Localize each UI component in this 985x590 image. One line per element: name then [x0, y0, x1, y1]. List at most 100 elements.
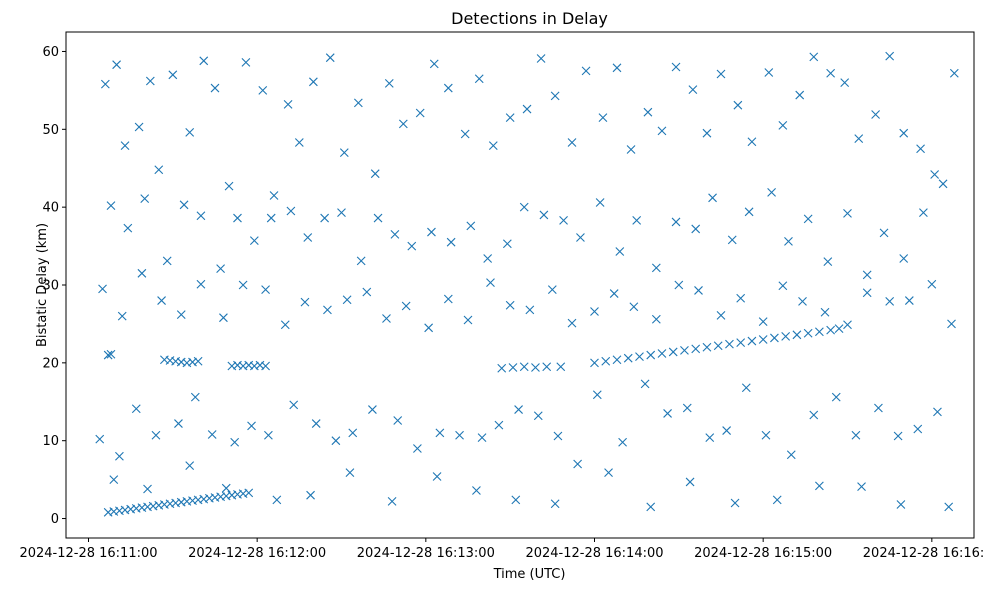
data-point	[747, 336, 757, 346]
data-point	[154, 165, 164, 175]
data-point	[289, 400, 299, 410]
data-point	[559, 215, 568, 225]
data-point	[435, 428, 445, 438]
data-point	[949, 68, 959, 78]
data-point	[930, 170, 940, 179]
data-point	[764, 68, 774, 77]
data-point	[308, 77, 318, 87]
data-point	[196, 211, 206, 221]
data-point	[814, 327, 824, 337]
data-point	[598, 113, 608, 123]
data-point	[615, 247, 625, 256]
data-point	[727, 235, 737, 245]
data-point	[862, 270, 872, 280]
data-point	[193, 356, 203, 366]
data-point	[455, 430, 464, 440]
data-point	[483, 254, 493, 263]
data-point	[339, 148, 349, 158]
data-point	[927, 279, 937, 289]
data-point	[368, 405, 377, 414]
y-tick-label: 10	[42, 434, 59, 449]
data-point	[131, 404, 141, 414]
data-point	[238, 280, 248, 290]
data-point	[919, 208, 928, 217]
data-point	[137, 268, 147, 278]
data-point	[857, 482, 866, 492]
data-point	[795, 90, 805, 100]
data-point	[553, 431, 563, 441]
data-point	[798, 296, 807, 306]
y-tick-label: 50	[42, 123, 59, 138]
data-point	[840, 78, 850, 87]
data-point	[424, 323, 434, 333]
data-point	[143, 484, 152, 494]
data-point	[502, 239, 512, 249]
data-point	[401, 301, 411, 311]
data-point	[643, 107, 653, 117]
data-point	[601, 356, 611, 366]
y-tick-label: 20	[42, 356, 59, 371]
data-point	[413, 444, 422, 453]
data-point	[618, 437, 627, 447]
x-tick-label: 2024-12-28 16:11:00	[19, 546, 157, 561]
data-point	[199, 56, 209, 66]
data-point	[784, 237, 793, 246]
data-point	[370, 169, 380, 179]
data-point	[106, 201, 116, 210]
data-point	[567, 318, 577, 328]
data-point	[151, 430, 161, 440]
data-point	[814, 481, 824, 491]
data-point	[216, 264, 226, 274]
data-point	[117, 311, 127, 321]
data-point	[612, 355, 622, 365]
data-point	[590, 358, 599, 368]
data-point	[834, 324, 844, 333]
data-point	[831, 392, 841, 402]
data-point	[691, 224, 701, 234]
data-point	[474, 74, 484, 84]
data-point	[651, 314, 661, 324]
data-point	[651, 263, 661, 273]
data-point	[488, 141, 498, 151]
data-point	[871, 110, 880, 119]
data-point	[862, 288, 872, 298]
x-tick-label: 2024-12-28 16:14:00	[525, 546, 663, 561]
data-point	[325, 53, 335, 63]
data-point	[185, 128, 195, 137]
data-point	[106, 349, 116, 359]
data-point	[851, 430, 861, 440]
data-point	[382, 314, 391, 323]
data-point	[427, 227, 436, 237]
data-point	[311, 419, 321, 428]
data-point	[736, 338, 746, 347]
data-point	[179, 200, 189, 210]
data-point	[626, 145, 636, 154]
data-point	[162, 256, 172, 266]
data-point	[522, 104, 532, 114]
data-point	[233, 213, 242, 223]
data-point	[345, 468, 355, 477]
data-point	[157, 296, 166, 305]
data-point	[542, 362, 552, 372]
data-point	[134, 122, 144, 132]
data-point	[190, 392, 200, 402]
data-point	[725, 339, 734, 349]
data-point	[123, 223, 133, 233]
data-point	[904, 296, 914, 305]
data-point	[688, 85, 698, 94]
data-point	[944, 502, 954, 512]
data-point	[415, 108, 425, 118]
data-point	[573, 459, 583, 469]
data-point	[514, 405, 523, 414]
data-point	[786, 450, 796, 460]
data-point	[730, 498, 740, 508]
data-point	[463, 315, 473, 325]
data-point	[694, 286, 703, 295]
data-point	[761, 430, 771, 440]
data-point	[505, 113, 515, 123]
data-point	[733, 100, 743, 110]
data-point	[196, 279, 206, 289]
data-point	[896, 500, 906, 509]
data-point	[348, 428, 358, 438]
